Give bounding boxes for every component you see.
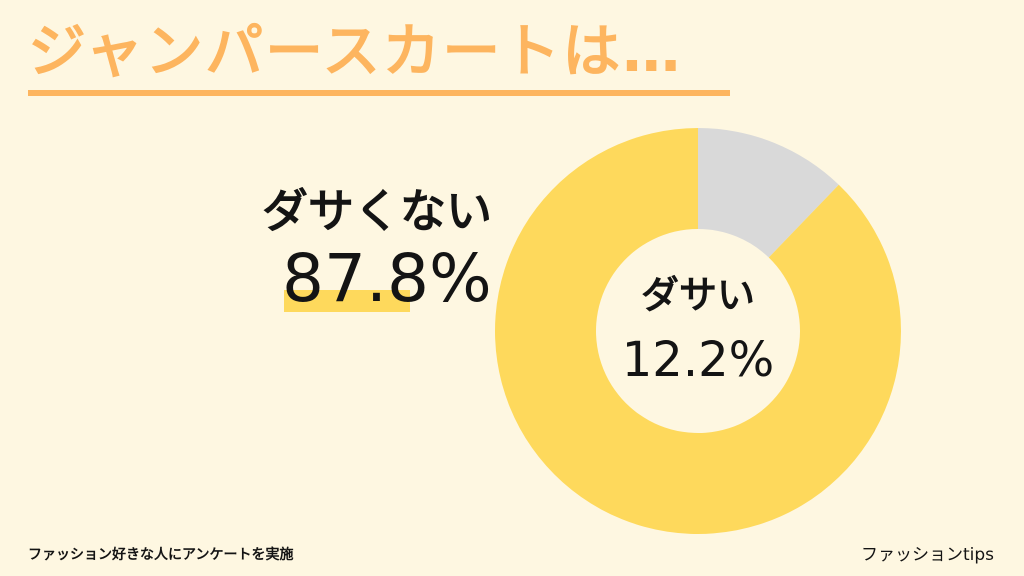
chart-title: ジャンパースカートは…	[28, 17, 683, 85]
slice-dasai	[698, 128, 839, 258]
label-dasai: ダサい	[640, 273, 755, 317]
percent-highlight	[284, 290, 410, 312]
slice-not-dasai	[495, 128, 901, 534]
title-underline	[28, 90, 730, 96]
percent-not-dasai: 87.8%	[282, 240, 492, 317]
survey-note: ファッション好きな人にアンケートを実施	[28, 547, 294, 563]
label-not-dasai: ダサくない	[262, 184, 492, 238]
percent-dasai: 12.2%	[621, 332, 775, 388]
brand-name: ファッションtips	[860, 545, 994, 565]
